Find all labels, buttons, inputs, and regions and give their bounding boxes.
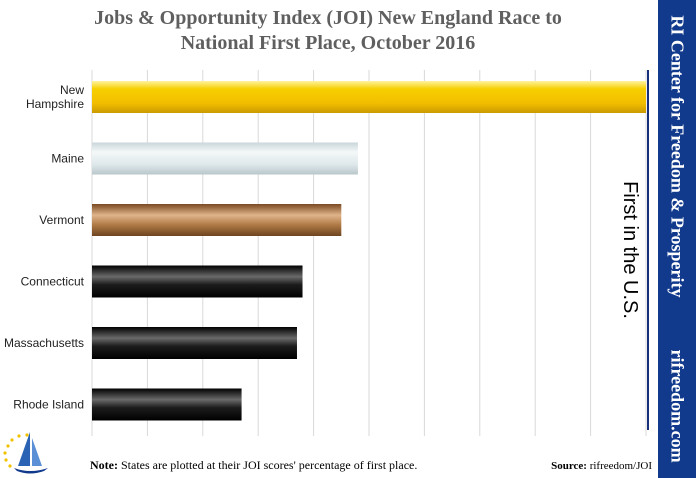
bar bbox=[92, 81, 646, 113]
chart-title-line-1: Jobs & Opportunity Index (JOI) New Engla… bbox=[94, 7, 562, 29]
category-label: Connecticut bbox=[21, 275, 85, 289]
source-text: rifreedom/JOI bbox=[589, 460, 652, 472]
bar bbox=[92, 327, 297, 359]
chart-title: Jobs & Opportunity Index (JOI) New Engla… bbox=[0, 6, 656, 56]
chart-title-line-2: National First Place, October 2016 bbox=[180, 32, 476, 54]
category-label: Massachusetts bbox=[4, 336, 84, 350]
gridlines bbox=[91, 70, 647, 436]
bar bbox=[92, 265, 303, 298]
category-label: Vermont bbox=[39, 213, 84, 227]
org-sidebar: RI Center for Freedom & Prosperity rifree… bbox=[658, 0, 696, 478]
bar bbox=[92, 142, 358, 175]
note-text: States are plotted at their JOI scores' … bbox=[120, 458, 418, 472]
org-sidebar-text: RI Center for Freedom & Prosperity rifree… bbox=[667, 15, 688, 462]
chart-note: Note: States are plotted at their JOI sc… bbox=[90, 458, 417, 473]
category-label: Rhode Island bbox=[13, 398, 84, 412]
category-label: New Hampshire bbox=[26, 83, 84, 111]
first-in-us-annotation: First in the U.S. bbox=[619, 181, 641, 319]
category-label: Maine bbox=[51, 152, 84, 166]
bars bbox=[92, 81, 646, 421]
bar bbox=[92, 388, 242, 421]
chart-source: Source: rifreedom/JOI bbox=[551, 460, 652, 472]
source-label: Source: bbox=[551, 460, 587, 472]
org-name: RI Center for Freedom & Prosperity bbox=[667, 15, 688, 298]
category-labels: New Hampshire Maine Vermont Connecticut Massa… bbox=[4, 83, 85, 412]
note-label: Note: bbox=[90, 458, 118, 472]
org-url: rifreedom.com bbox=[667, 349, 688, 463]
sailboat-logo-icon bbox=[3, 432, 48, 474]
bar bbox=[92, 204, 342, 236]
bar-chart: New Hampshire Maine Vermont Connecticut Massa… bbox=[4, 70, 649, 436]
